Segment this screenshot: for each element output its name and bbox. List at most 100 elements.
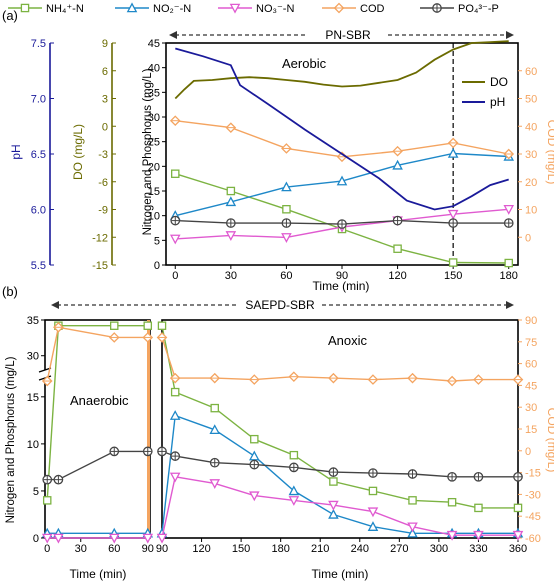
- panel-a-xtick-label: 60: [280, 270, 292, 282]
- panel-a-ph-tick-label: 7.5: [31, 38, 46, 50]
- panel-a-ytick-right-label: 40: [525, 121, 537, 133]
- panel-b-phase-anoxic: Anoxic: [328, 333, 368, 348]
- panel-b-right-series-no3-n-point: [367, 507, 379, 518]
- panel-a-ytick-label: 25: [148, 137, 160, 149]
- panel-b-right-series-nh4-n-point: [329, 477, 338, 486]
- panel-b-ytick-label: 10: [27, 439, 39, 451]
- panel-a-ytick-label: 15: [148, 186, 160, 198]
- panel-a-ylabel: Nitrogen and Phosphorus (mg/L): [142, 68, 154, 235]
- legend-cod-label: COD: [360, 3, 385, 15]
- legend: NH₄⁺-N NO₂⁻-N NO₃⁻-N COD PO₄³⁻-P: [8, 2, 499, 15]
- panel-b-right-series-no3-n-point: [328, 500, 339, 511]
- panel-b-ytick-right-label: 15: [525, 424, 537, 436]
- panel-b-ytick-label: 35: [27, 315, 39, 327]
- panel-a-ytick-right-label: 20: [525, 177, 537, 189]
- panel-a-xtick-label: 150: [444, 270, 462, 282]
- panel-b-left-series-po4-p-line: [47, 450, 148, 481]
- panel-b-left-series-no3-n-point: [142, 533, 154, 544]
- panel-a-xtick-label: 120: [388, 270, 406, 282]
- panel-b-right-series-no3-n-point: [512, 530, 524, 541]
- panel-b-ytick-right-label: 90: [525, 315, 537, 327]
- panel-a-series-no2-n-point: [281, 181, 292, 192]
- panel-a-series-nh4-n-point: [448, 258, 458, 267]
- panel-a-series-nh4-n-point: [171, 169, 180, 178]
- legend-po4-p-label: PO₄³⁻-P: [458, 3, 499, 15]
- legend-no2-n-label: NO₂⁻-N: [153, 3, 191, 15]
- panel-b-right-series-no2-n-point: [407, 527, 418, 538]
- panel-a-ph-tick-label: 6.0: [31, 205, 46, 217]
- panel-a-xtick-label: 90: [336, 270, 348, 282]
- panel-a-ytick-label: 30: [148, 112, 160, 124]
- panel-b-right-xtick-label: 90: [156, 543, 168, 555]
- panel-a-do-tick-label: 0: [102, 121, 108, 133]
- panel-b-xlabel-left: Time (min): [70, 567, 127, 581]
- panel-a-ytick-right-label: 10: [525, 205, 537, 217]
- panel-a-series-nh4-n-point: [282, 205, 291, 214]
- panel-b-left-cod-edge: [147, 320, 150, 538]
- panel-a-series-no3-n-point: [169, 234, 181, 245]
- panel-b-ytick-right-label: -45: [525, 511, 541, 523]
- panel-b-ytick-right-label: 60: [525, 359, 537, 371]
- panel-b-right-series-no3-n-point: [209, 479, 221, 489]
- panel-b-ytick-label: 30: [27, 351, 39, 363]
- panel-b-left-series-cod-line: [46, 326, 148, 382]
- panel-b-ytick-right-label: -60: [525, 533, 541, 545]
- panel-b-right-series-no2-n-point: [367, 521, 379, 531]
- legend-nh4-n-marker: [20, 3, 30, 13]
- panel-b-ytick-label: 5: [33, 486, 39, 498]
- panel-a-do-tick-label: -3: [98, 149, 108, 161]
- panel-a-ytick-label: 40: [148, 63, 160, 75]
- panel-a-do-tick-label: -12: [92, 232, 108, 244]
- panel-a-series-no2-n-point: [225, 196, 237, 207]
- panel-b-left-series-nh4-n-point: [110, 321, 119, 330]
- panel-a-ytick-label: 0: [154, 260, 160, 272]
- panel-b-ylabel-right: COD (mg/L): [545, 408, 554, 473]
- legend-ph-label: pH: [490, 95, 505, 109]
- panel-a-xtick-label: 0: [172, 270, 178, 282]
- panel-b-right-xtick-label: 330: [469, 543, 487, 555]
- panel-b-left-xtick-label: 90: [142, 543, 154, 555]
- panel-b-right-xtick-label: 240: [351, 543, 369, 555]
- panel-a-series-no3-n-point: [225, 231, 237, 241]
- legend-no3-n-label: NO₃⁻-N: [256, 3, 294, 15]
- panel-b-right-series-nh4-n-point: [474, 503, 483, 513]
- panel-b-right-series-nh4-n-point: [157, 321, 167, 330]
- panel-b-right-series-no2-n-point: [209, 424, 221, 435]
- panel-b-right-series-no3-n-point: [169, 472, 181, 483]
- panel-b-left-xtick-label: 60: [108, 543, 120, 555]
- panel-b-right-series-no2-n-point: [249, 450, 260, 461]
- panel-b-left-xtick-label: 30: [75, 543, 87, 555]
- panel-a-banner-arrow: [169, 31, 514, 39]
- panel-b-right-series-no2-n-point: [169, 410, 181, 420]
- panel-a-label: (a): [2, 8, 18, 23]
- panel-b-ylabel: Nitrogen and Phosphorus (mg/L): [5, 356, 17, 523]
- panel-a-series-no2-n-point: [336, 175, 348, 186]
- legend-no3-n-marker: [229, 3, 241, 14]
- panel-b-right-xtick-label: 120: [192, 543, 210, 555]
- panel-b-right-series-nh4-n-point: [447, 497, 457, 507]
- panel-b-ytick-label: 0: [33, 533, 39, 545]
- panel-a-banner: PN-SBR: [325, 28, 371, 42]
- panel-a-do-label: DO (mg/L): [71, 124, 85, 180]
- panel-b-ytick-right-label: 30: [525, 402, 537, 414]
- panel-b-right-xtick-label: 360: [509, 543, 527, 555]
- panel-b-right-series-no3-n-point: [446, 530, 458, 541]
- panel-a-do-tick-label: 3: [102, 94, 108, 106]
- panel-b-right-xtick-label: 210: [311, 543, 329, 555]
- plot-layer: 0 30 60 90 120 150 180051015202530354045010203…: [27, 38, 541, 555]
- panel-a-series-no2-n-point: [392, 159, 403, 170]
- panel-a-series-nh4-n-point: [226, 186, 236, 196]
- panel-b-xlabel-right: Time (min): [312, 567, 369, 581]
- panel-b-right-series-nh4-n-point: [368, 486, 378, 496]
- panel-a-inner-legend: DO pH: [462, 75, 508, 109]
- panel-b-right-series-nh4-n-point: [408, 496, 417, 505]
- panel-a-xtick-label: 30: [225, 270, 237, 282]
- panel-b-left-series-nh4-n-point: [42, 496, 52, 505]
- panel-b-phase-anaerobic: Anaerobic: [70, 393, 129, 408]
- panel-a-do-tick-label: -9: [98, 205, 108, 217]
- panel-b-right-series-no3-n-point: [249, 491, 260, 502]
- legend-do-label: DO: [490, 75, 508, 89]
- panel-b-break-mark-top: [38, 367, 52, 373]
- panel-a-series-cod-line: [175, 120, 509, 158]
